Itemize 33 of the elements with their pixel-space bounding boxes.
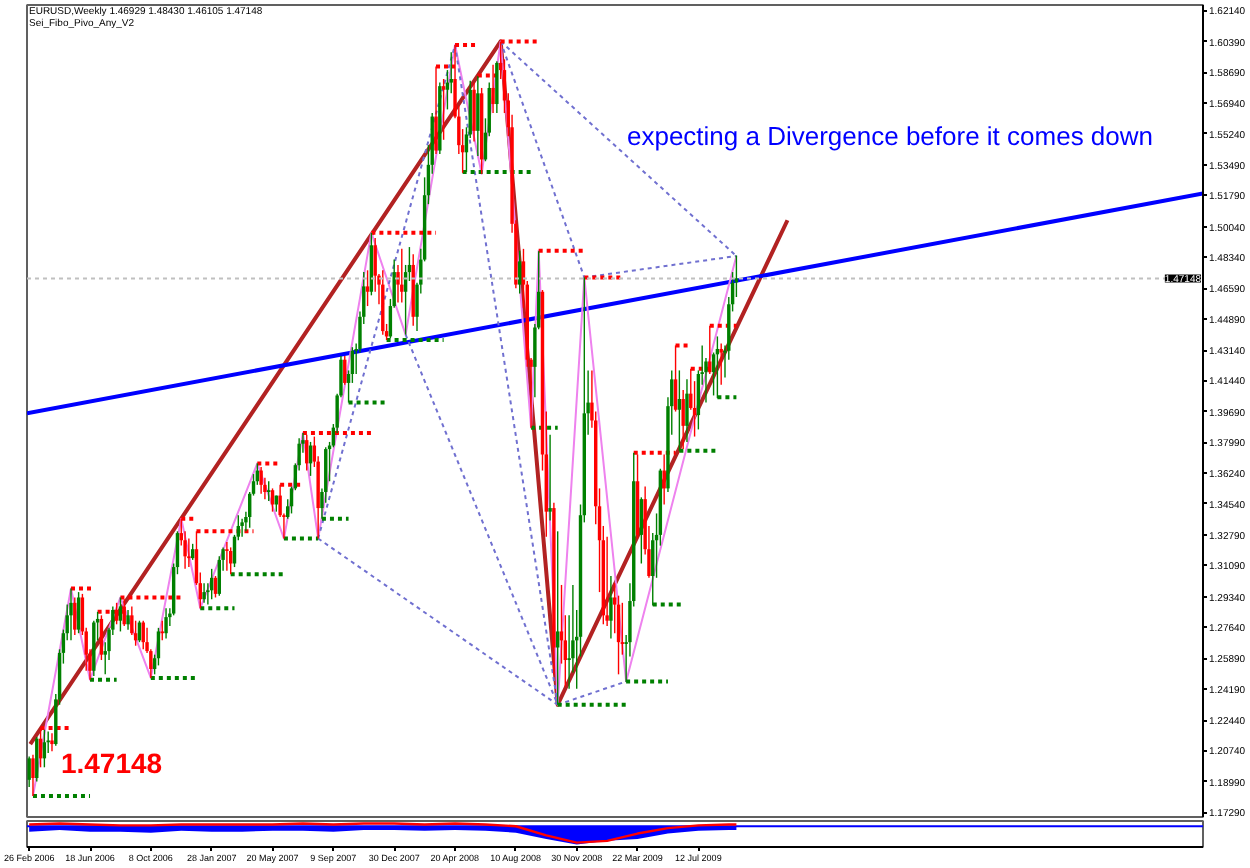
candlestick: [609, 575, 613, 640]
candlestick: [555, 530, 560, 706]
candlestick: [685, 378, 689, 443]
candlestick: [202, 582, 206, 604]
candlestick: [400, 248, 404, 304]
candlestick: [69, 587, 73, 642]
annotation: 1.47148: [60, 747, 163, 779]
candlestick: [27, 755, 31, 788]
candlestick: [225, 541, 229, 572]
candlestick: [491, 64, 495, 114]
candlestick: [160, 620, 164, 642]
candlestick: [662, 453, 666, 506]
candlestick: [187, 537, 191, 568]
candlestick: [240, 518, 244, 538]
candlestick: [73, 596, 77, 636]
candlestick: [141, 620, 145, 651]
candlestick: [548, 434, 552, 522]
candlestick: [719, 342, 723, 386]
candlestick: [365, 269, 370, 307]
candlestick: [441, 78, 446, 141]
candlestick: [681, 389, 685, 450]
candlestick: [126, 609, 130, 631]
candlestick: [164, 607, 168, 640]
candlestick: [259, 466, 263, 495]
annotation: expecting a Divergence before it comes down: [626, 121, 1154, 151]
candlestick: [472, 81, 476, 143]
candlestick: [267, 480, 271, 502]
candlestick: [118, 596, 123, 633]
candlestick: [31, 754, 35, 797]
candlestick: [76, 591, 81, 634]
candlestick: [495, 60, 499, 114]
candlestick: [434, 65, 438, 155]
candlestick: [476, 75, 480, 157]
